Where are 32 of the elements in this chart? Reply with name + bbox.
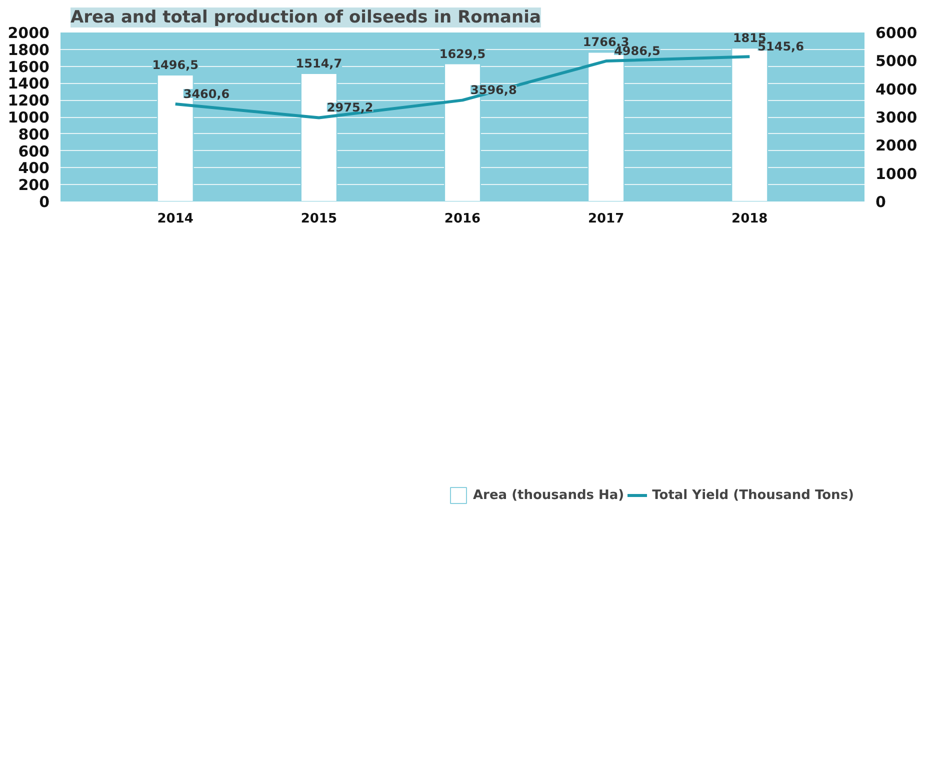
y-tick-label: 400 bbox=[18, 159, 50, 178]
y-tick-label: 2000 bbox=[8, 24, 50, 42]
y2-tick-label: 0 bbox=[876, 193, 886, 211]
x-tick-label: 2016 bbox=[444, 212, 481, 226]
y2-tick-label: 5000 bbox=[876, 52, 918, 70]
data-label: 2975,2 bbox=[326, 100, 374, 115]
data-label: 3460,6 bbox=[183, 87, 230, 102]
data-label: 1496,5 bbox=[152, 58, 199, 72]
chart-title: Area and total production of oilseeds in Romania bbox=[70, 8, 541, 28]
y-tick-label: 1000 bbox=[8, 108, 50, 126]
y2-tick-label: 1000 bbox=[876, 164, 918, 183]
data-label: 3596,8 bbox=[470, 83, 517, 98]
y-tick-label: 1400 bbox=[8, 74, 50, 93]
y-tick-label: 1600 bbox=[8, 58, 50, 76]
y2-tick-label: 4000 bbox=[876, 80, 918, 98]
y-tick-label: 200 bbox=[18, 176, 50, 194]
y-tick-label: 0 bbox=[39, 193, 50, 211]
y-tick-label: 1800 bbox=[8, 40, 50, 59]
x-tick-label: 2018 bbox=[732, 212, 768, 226]
legend-label: Total Yield (Thousand Tons) bbox=[652, 488, 854, 502]
x-tick-label: 2017 bbox=[588, 212, 624, 226]
y-tick-label: 800 bbox=[18, 125, 50, 144]
y2-tick-label: 3000 bbox=[876, 108, 918, 126]
y-tick-label: 1200 bbox=[8, 92, 50, 110]
data-label: 1629,5 bbox=[439, 46, 486, 61]
legend-label: Area (thousands Ha) bbox=[473, 488, 624, 502]
x-tick-label: 2014 bbox=[157, 212, 194, 226]
y2-tick-label: 2000 bbox=[876, 136, 918, 155]
y2-tick-label: 6000 bbox=[876, 24, 918, 42]
data-label: 1514,7 bbox=[296, 56, 342, 71]
y-tick-label: 600 bbox=[18, 142, 50, 160]
x-tick-label: 2015 bbox=[300, 212, 338, 226]
